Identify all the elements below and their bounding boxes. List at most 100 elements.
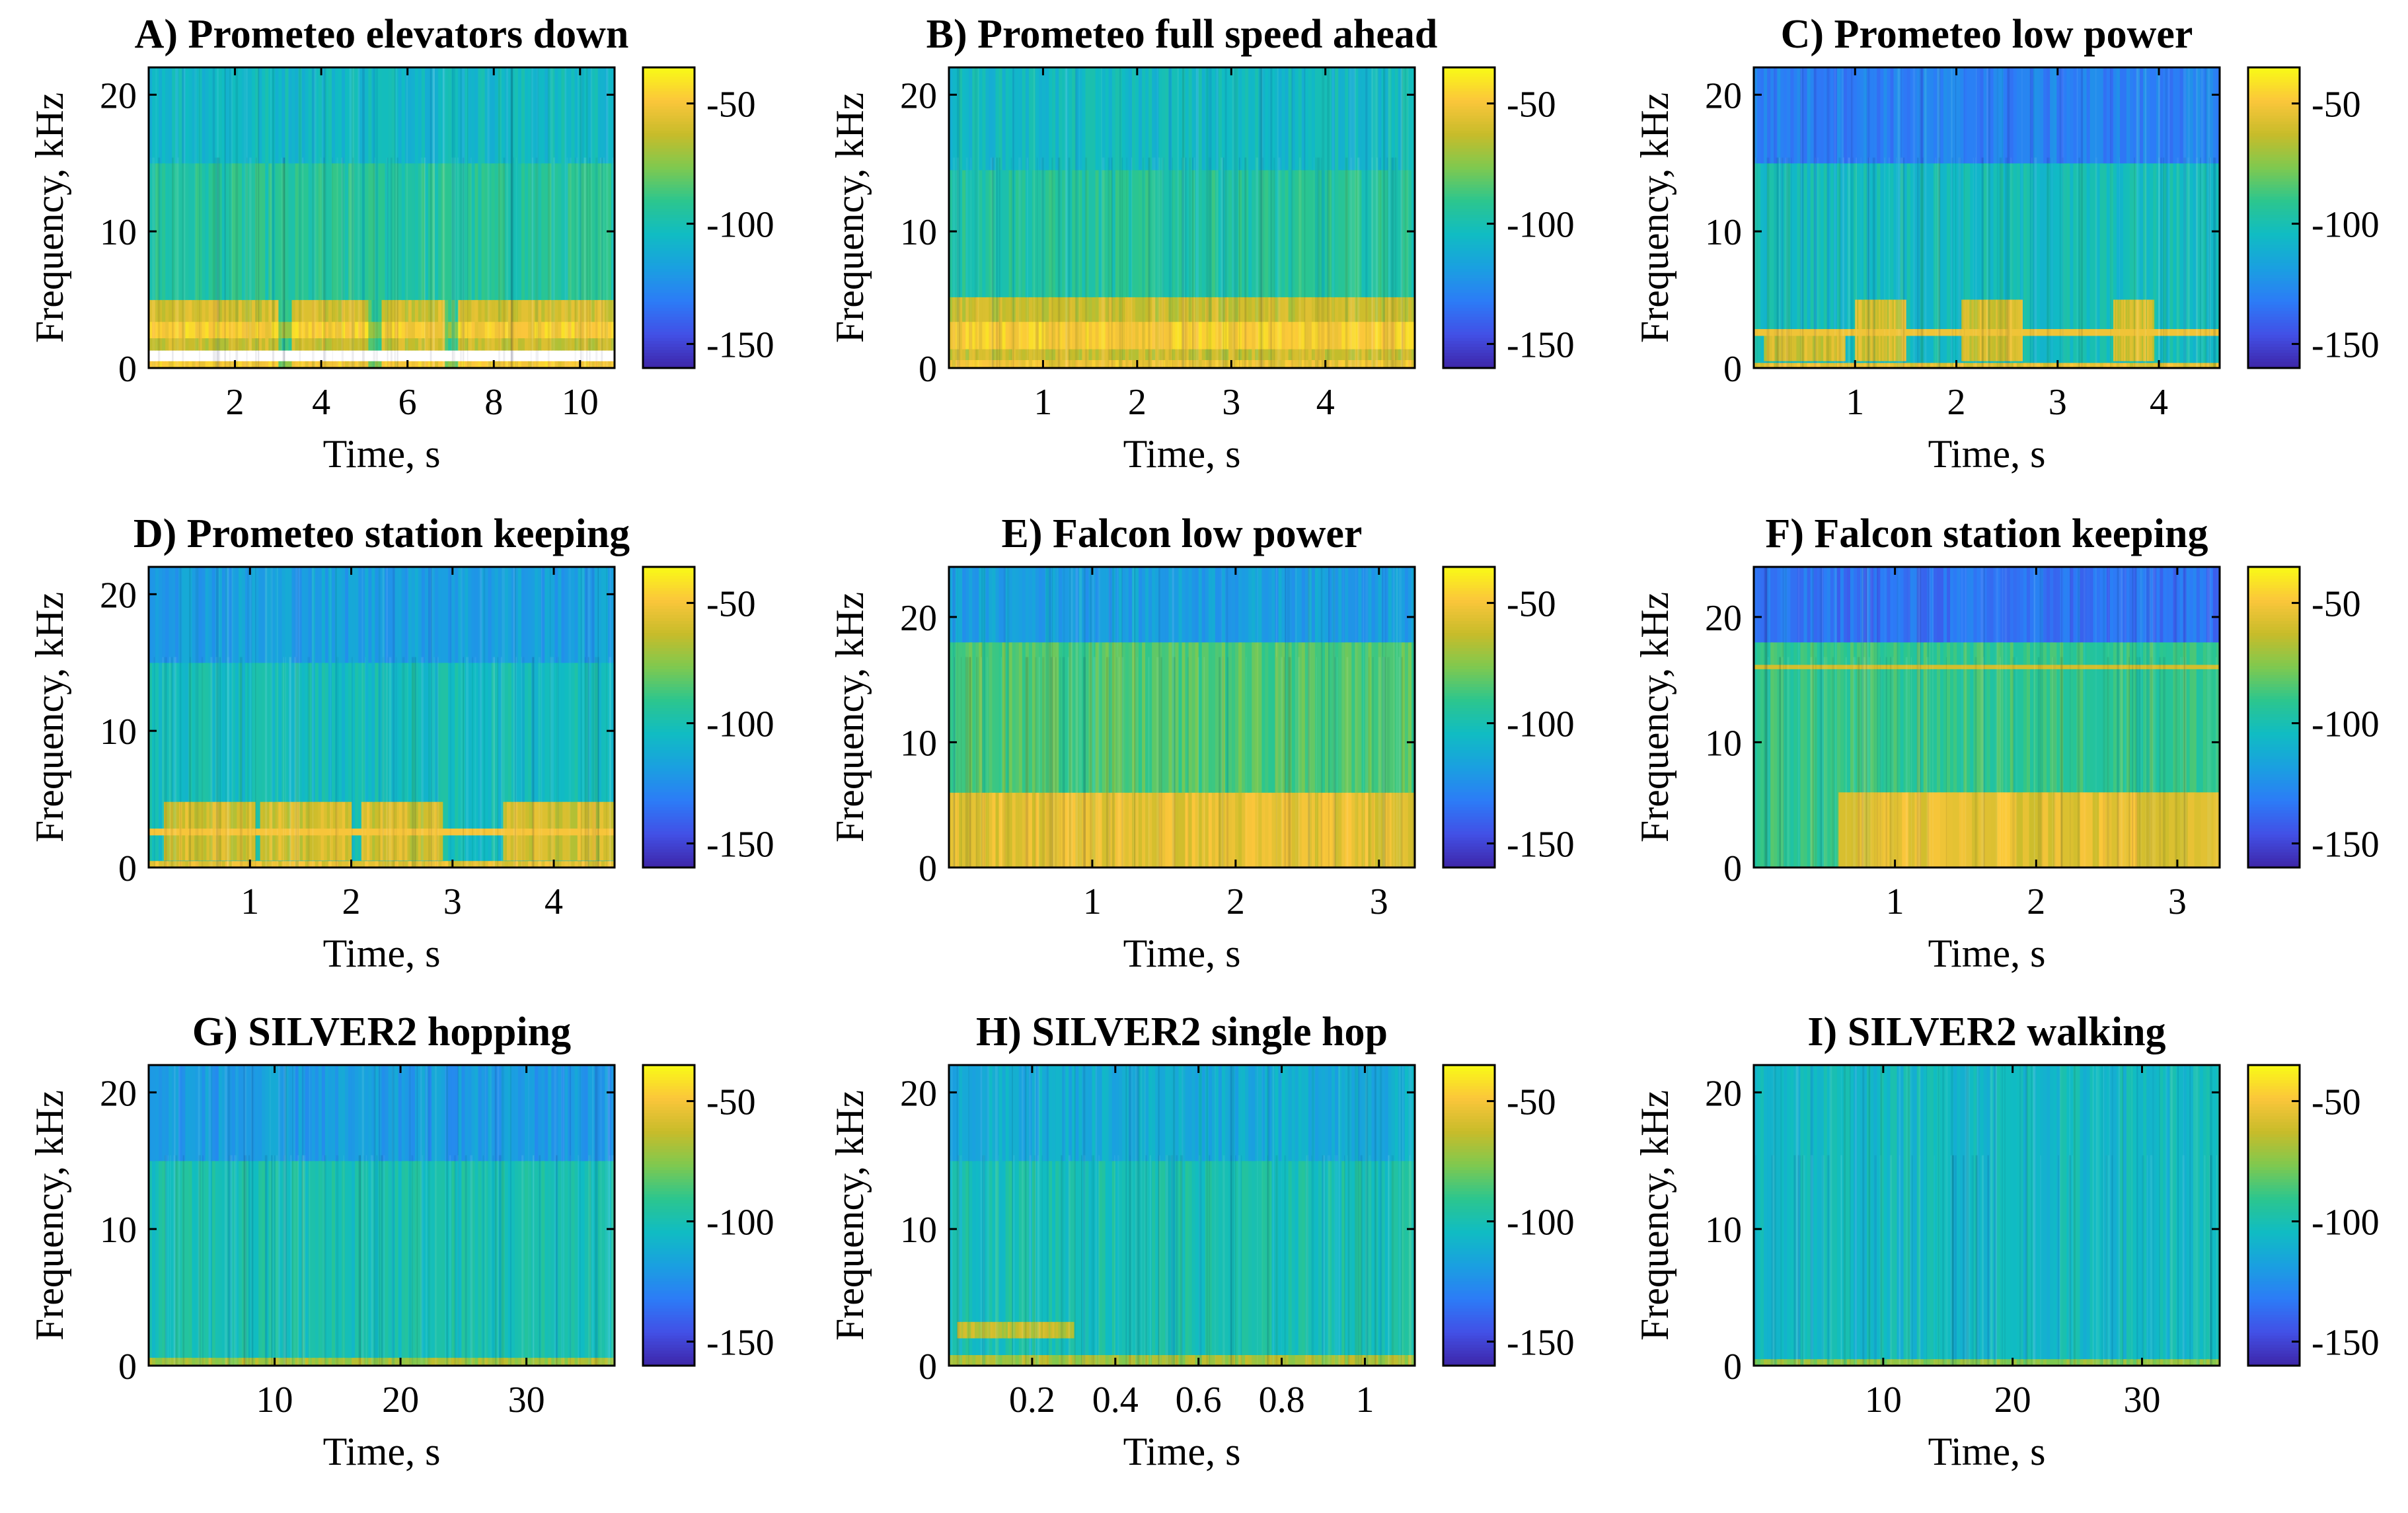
- spectro-band-cell: [985, 297, 989, 322]
- spectro-band-cell: [206, 338, 209, 351]
- spectro-streak: [1321, 567, 1323, 867]
- spectro-streak: [1042, 657, 1044, 868]
- spectro-band-cell: [435, 322, 439, 338]
- spectro-band-cell: [295, 67, 299, 163]
- spectro-streak: [1334, 567, 1336, 867]
- spectro-band-cell: [1967, 567, 1971, 642]
- spectro-band-cell: [295, 338, 299, 351]
- spectro-band-cell: [319, 67, 322, 163]
- spectro-band-cell: [1870, 67, 1874, 163]
- spectro-band-cell: [1139, 67, 1143, 170]
- spectro-band-cell: [368, 322, 372, 338]
- spectro-band-cell: [554, 300, 558, 322]
- spectro-streak: [1890, 657, 1891, 868]
- spectro-streak: [1193, 158, 1195, 369]
- spectro-band-cell: [1029, 297, 1033, 322]
- spectro-streak: [1874, 567, 1875, 867]
- spectro-band-cell: [1840, 567, 1844, 642]
- spectro-streak: [996, 158, 998, 369]
- spectro-band-cell: [1092, 297, 1096, 322]
- spectro-band-cell: [1801, 567, 1805, 642]
- spectro-band-cell: [1793, 642, 1797, 868]
- spectro-band-cell: [209, 300, 213, 322]
- spectro-band-cell: [275, 67, 279, 163]
- spectro-streak: [2039, 657, 2040, 868]
- spectro-streak: [1835, 567, 1836, 867]
- spectro-streak: [1871, 567, 1872, 867]
- spectro-streak: [1041, 158, 1044, 369]
- spectro-streak: [2107, 657, 2109, 868]
- spectro-band-cell: [565, 567, 569, 663]
- spectro-band-cell: [2087, 67, 2091, 163]
- spectro-band-cell: [2066, 67, 2070, 163]
- spectro-band-cell: [1042, 67, 1046, 170]
- spectro-band-cell: [435, 300, 439, 322]
- spectro-band-cell: [1924, 567, 1928, 642]
- spectro-band-cell: [202, 300, 206, 322]
- spectro-band-cell: [1378, 67, 1382, 170]
- spectro-band-cell: [239, 300, 243, 322]
- spectro-streak: [352, 67, 354, 368]
- spectro-band-cell: [325, 567, 329, 663]
- spectro-band-cell: [1162, 67, 1166, 170]
- spectro-streak: [1026, 657, 1028, 868]
- spectro-band-cell: [165, 338, 169, 351]
- spectro-band-cell: [475, 300, 479, 322]
- spectro-streak: [2125, 567, 2126, 867]
- colorbar: -50-100-150: [2248, 567, 2380, 868]
- spectro-band-cell: [1135, 297, 1139, 322]
- spectro-streak: [1018, 158, 1021, 369]
- spectro-band-cell: [1059, 567, 1063, 642]
- spectro-band-cell: [1970, 67, 1974, 163]
- colorbar-step: [2248, 699, 2300, 702]
- spectro-band-cell: [1904, 67, 1908, 163]
- spectro-band-cell: [445, 567, 449, 663]
- spectro-band-cell: [1279, 567, 1283, 642]
- spectro-band-cell: [1252, 170, 1256, 297]
- colorbar-step: [2248, 585, 2300, 588]
- colorbar-step: [2248, 139, 2300, 143]
- spectro-band-cell: [1252, 67, 1256, 170]
- colorbar-step: [643, 570, 695, 573]
- colorbar-step: [1443, 278, 1495, 281]
- spectro-band-cell: [999, 67, 1003, 170]
- spectro-band-cell: [482, 163, 486, 300]
- spectro-streak: [565, 67, 566, 368]
- colorbar-step: [1443, 811, 1495, 814]
- spectro-band-cell: [1235, 792, 1239, 867]
- spectro-band-cell: [1152, 67, 1156, 170]
- spectro-streak: [196, 567, 198, 867]
- spectro-streak: [2188, 67, 2190, 368]
- spectro-streak: [500, 67, 502, 368]
- spectro-streak: [272, 67, 274, 368]
- spectro-band-cell: [1129, 67, 1133, 170]
- spectro-band-cell: [305, 338, 309, 351]
- spectro-band-cell: [185, 163, 189, 300]
- spectro-band-cell: [309, 338, 313, 351]
- spectro-band-cell: [1338, 349, 1342, 360]
- spectro-band-cell: [521, 163, 525, 300]
- colorbar-step: [1443, 244, 1495, 248]
- colorbar-step: [2248, 669, 2300, 673]
- spectro-streak: [1802, 67, 1804, 368]
- spectro-band-cell: [1757, 567, 1761, 642]
- spectro-band-cell: [2177, 67, 2181, 163]
- spectro-streak: [395, 67, 396, 368]
- spectro-band-cell: [1102, 792, 1106, 867]
- colorbar-tick-label: -50: [706, 584, 756, 625]
- spectro-band-cell: [1182, 567, 1186, 642]
- spectro-band-cell: [408, 322, 412, 338]
- colorbar: -50-100-150: [643, 567, 774, 868]
- spectro-streak: [1395, 158, 1398, 369]
- colorbar-step: [1443, 230, 1495, 233]
- spectro-band-cell: [1089, 170, 1093, 297]
- spectro-streak: [1371, 158, 1373, 369]
- spectro-band-cell: [305, 300, 309, 322]
- colorbar-step: [1443, 784, 1495, 787]
- colorbar-step: [643, 227, 695, 230]
- spectro-band-cell: [415, 567, 419, 663]
- spectro-streak: [1920, 567, 1922, 867]
- colorbar-step: [1443, 621, 1495, 624]
- spectro-region-cell: [1947, 792, 1953, 867]
- spectro-streak: [983, 567, 985, 867]
